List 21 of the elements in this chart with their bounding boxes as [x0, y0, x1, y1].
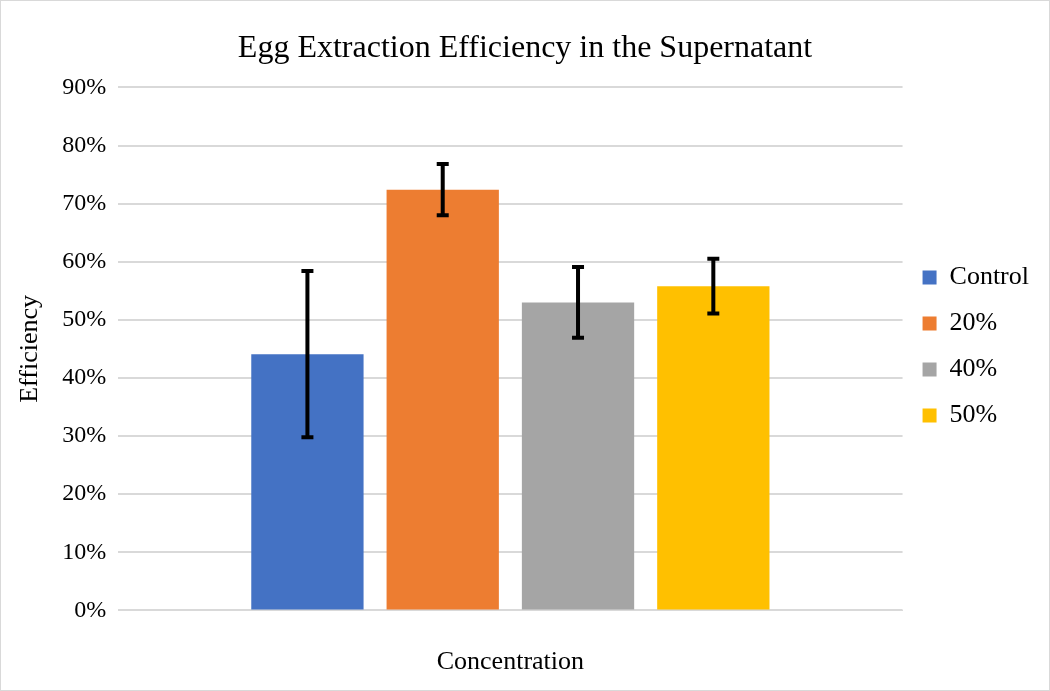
- legend-label: 40%: [949, 353, 998, 383]
- chart-title: Egg Extraction Efficiency in the Supernatant: [237, 27, 813, 64]
- x-axis-title: Concentration: [436, 646, 585, 676]
- y-tick-label: 70%: [62, 188, 107, 215]
- y-tick-label: 20%: [62, 479, 107, 506]
- y-tick-label: 40%: [62, 363, 107, 390]
- bar: [386, 189, 499, 610]
- y-tick-label: 90%: [62, 72, 107, 99]
- y-tick-label: 80%: [62, 130, 107, 157]
- y-tick-label: 30%: [62, 421, 107, 448]
- y-tick-label: 10%: [62, 537, 107, 564]
- y-tick-label: 60%: [62, 247, 107, 274]
- y-tick-label: 50%: [62, 305, 107, 332]
- y-axis-title: Efficiency: [14, 295, 44, 403]
- bar: [521, 302, 635, 610]
- y-tick-label: 0%: [74, 595, 107, 622]
- legend-label: 50%: [949, 399, 998, 429]
- bar: [251, 354, 364, 610]
- bar: [657, 286, 770, 610]
- legend-label: Control: [949, 261, 1030, 291]
- legend-label: 20%: [949, 307, 998, 337]
